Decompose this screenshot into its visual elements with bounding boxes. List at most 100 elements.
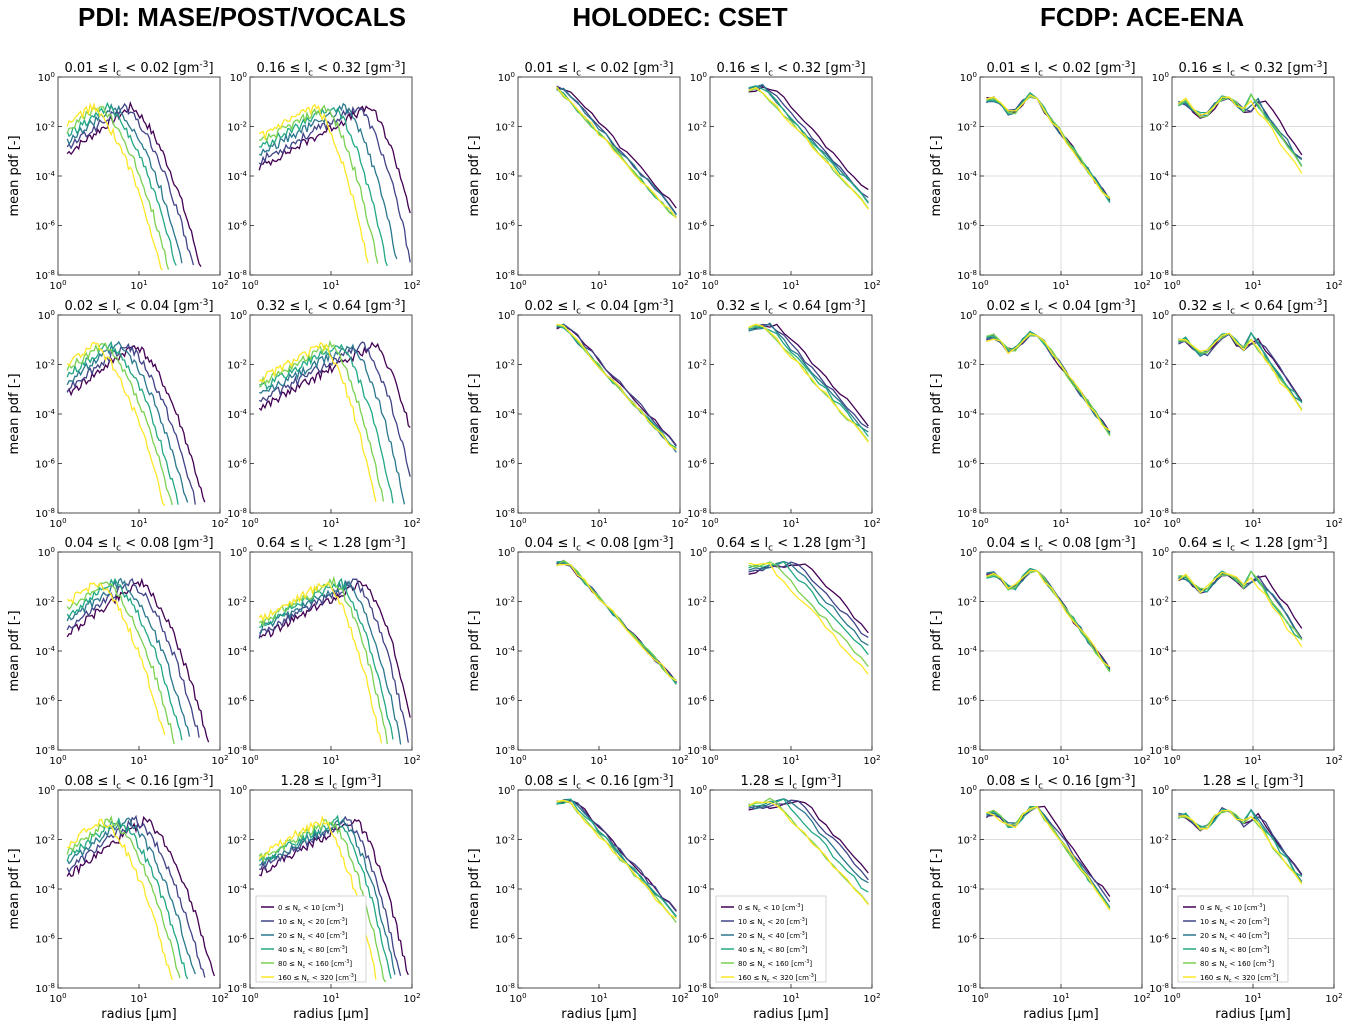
series-line-1: [66, 102, 195, 266]
y-tick-label: 10-8​: [1149, 269, 1169, 282]
subplot-0-5: 0.64 ≤ lc​ < 1.28 [gm-3​] 10-8​ 10-6​ 10-4​…: [227, 535, 420, 767]
subplot-1-0: 0.01 ≤ lc​ < 0.02 [gm-3​] 10-8​ 10-6​ 10-4​…: [467, 60, 689, 292]
y-tick-label: 10-4​: [1149, 645, 1169, 658]
series-line-5: [258, 342, 377, 503]
subplot-0-2: 0.02 ≤ lc​ < 0.04 [gm-3​] 10-8​ 10-6​ 10-4​…: [7, 298, 229, 530]
y-tick-label: 10-4​: [495, 883, 515, 896]
y-tick-label: 10-2​: [227, 359, 247, 372]
y-tick-label: 10-6​: [227, 220, 247, 233]
y-tick-label: 10-8​: [227, 744, 247, 757]
y-tick-label: 10-8​: [495, 269, 515, 282]
series-line-5: [258, 814, 377, 980]
series-line-5: [66, 582, 166, 736]
y-tick-label: 10-4​: [35, 408, 55, 421]
series-line-2: [1178, 331, 1303, 403]
x-tick-label: 102​: [1325, 517, 1342, 530]
series-line-0: [556, 87, 677, 209]
y-tick-label: 10-4​: [35, 883, 55, 896]
subplot-0-0: 0.01 ≤ lc​ < 0.02 [gm-3​] 10-8​ 10-6​ 10-4​…: [7, 60, 229, 292]
y-axis-label: mean pdf [-]: [7, 848, 22, 929]
y-axis-label: mean pdf [-]: [467, 610, 482, 691]
y-tick-label: 10-6​: [687, 220, 707, 233]
x-tick-label: 100​: [509, 517, 526, 530]
panel-title: 0.08 ≤ lc​ < 0.16 [gm-3​]: [524, 773, 673, 791]
y-tick-label: 10-2​: [495, 359, 515, 372]
y-tick-label: 10-6​: [495, 695, 515, 708]
x-tick-label: 100​: [509, 992, 526, 1005]
legend-entry: 0 ≤ Nc​ < 10 [cm-3​]: [738, 903, 803, 914]
x-tick-label: 100​: [701, 279, 718, 292]
series-line-1: [66, 578, 200, 738]
series-line-3: [556, 325, 677, 449]
series-line-5: [1178, 96, 1303, 174]
y-tick-label: 100​: [498, 309, 515, 322]
x-tick-label: 101​: [1052, 754, 1069, 767]
subplot-1-6: 0.08 ≤ lc​ < 0.16 [gm-3​] 10-8​ 10-6​ 10-4​…: [467, 773, 689, 1022]
series-line-2: [556, 561, 677, 684]
series-line-0: [748, 563, 869, 634]
x-tick-label: 102​: [671, 992, 688, 1005]
y-tick-label: 100​: [1152, 71, 1169, 84]
series-line-0: [258, 580, 411, 718]
subplot-1-2: 0.02 ≤ lc​ < 0.04 [gm-3​] 10-8​ 10-6​ 10-4​…: [467, 298, 689, 530]
x-tick-label: 101​: [130, 279, 147, 292]
y-tick-label: 10-8​: [957, 507, 977, 520]
series-line-5: [748, 86, 869, 210]
y-tick-label: 100​: [230, 71, 247, 84]
y-tick-label: 10-8​: [687, 744, 707, 757]
series-line-3: [748, 798, 869, 893]
y-tick-label: 10-6​: [227, 933, 247, 946]
panel-title: 0.04 ≤ lc​ < 0.08 [gm-3​]: [64, 535, 213, 553]
series-line-4: [1178, 570, 1303, 641]
x-axis-label: radius [μm]: [101, 1007, 176, 1022]
x-tick-label: 102​: [671, 517, 688, 530]
y-axis-label: mean pdf [-]: [929, 610, 944, 691]
x-tick-label: 100​: [1163, 754, 1180, 767]
x-tick-label: 100​: [701, 992, 718, 1005]
legend-entry: 40 ≤ Nc​ < 80 [cm-3​]: [1200, 945, 1270, 956]
series-line-1: [66, 814, 206, 978]
subplot-0-6: 0.08 ≤ lc​ < 0.16 [gm-3​] 10-8​ 10-6​ 10-4​…: [7, 773, 229, 1022]
x-tick-label: 101​: [130, 517, 147, 530]
legend: [715, 895, 827, 983]
x-tick-label: 101​: [322, 517, 339, 530]
x-tick-label: 102​: [671, 279, 688, 292]
series-line-5: [986, 569, 1111, 668]
y-tick-label: 100​: [960, 546, 977, 559]
x-tick-label: 102​: [1133, 279, 1150, 292]
series-line-4: [259, 104, 379, 264]
series-line-1: [748, 84, 869, 199]
x-axis-label: radius [μm]: [1215, 1007, 1290, 1022]
plot-frame: [517, 314, 681, 514]
y-tick-label: 10-4​: [35, 170, 55, 183]
y-tick-label: 100​: [1152, 546, 1169, 559]
x-tick-label: 100​: [1163, 279, 1180, 292]
y-tick-label: 10-8​: [35, 269, 55, 282]
series-line-3: [66, 340, 179, 505]
subplot-2-2: 0.02 ≤ lc​ < 0.04 [gm-3​] 10-8​ 10-6​ 10-4​…: [929, 298, 1151, 530]
series-line-2: [259, 579, 402, 745]
legend-entry: 10 ≤ Nc​ < 20 [cm-3​]: [278, 917, 348, 928]
x-tick-label: 102​: [403, 517, 420, 530]
panel-title: 1.28 ≤ lc​ [gm-3​]: [741, 773, 842, 791]
x-tick-label: 102​: [863, 754, 880, 767]
y-tick-label: 10-4​: [495, 645, 515, 658]
x-tick-label: 100​: [971, 992, 988, 1005]
y-tick-label: 10-4​: [687, 883, 707, 896]
x-tick-label: 102​: [403, 279, 420, 292]
y-tick-label: 10-6​: [227, 695, 247, 708]
x-tick-label: 101​: [1052, 992, 1069, 1005]
series-line-1: [556, 562, 677, 684]
y-tick-label: 10-2​: [957, 596, 977, 609]
series-line-2: [66, 340, 189, 503]
y-tick-label: 100​: [690, 71, 707, 84]
x-tick-label: 100​: [241, 754, 258, 767]
y-tick-label: 10-8​: [1149, 744, 1169, 757]
y-tick-label: 100​: [38, 784, 55, 797]
series-line-0: [748, 800, 869, 874]
series-line-5: [748, 323, 869, 443]
y-tick-label: 10-6​: [957, 695, 977, 708]
y-axis-label: mean pdf [-]: [7, 610, 22, 691]
series-line-5: [66, 341, 166, 507]
x-tick-label: 100​: [971, 754, 988, 767]
